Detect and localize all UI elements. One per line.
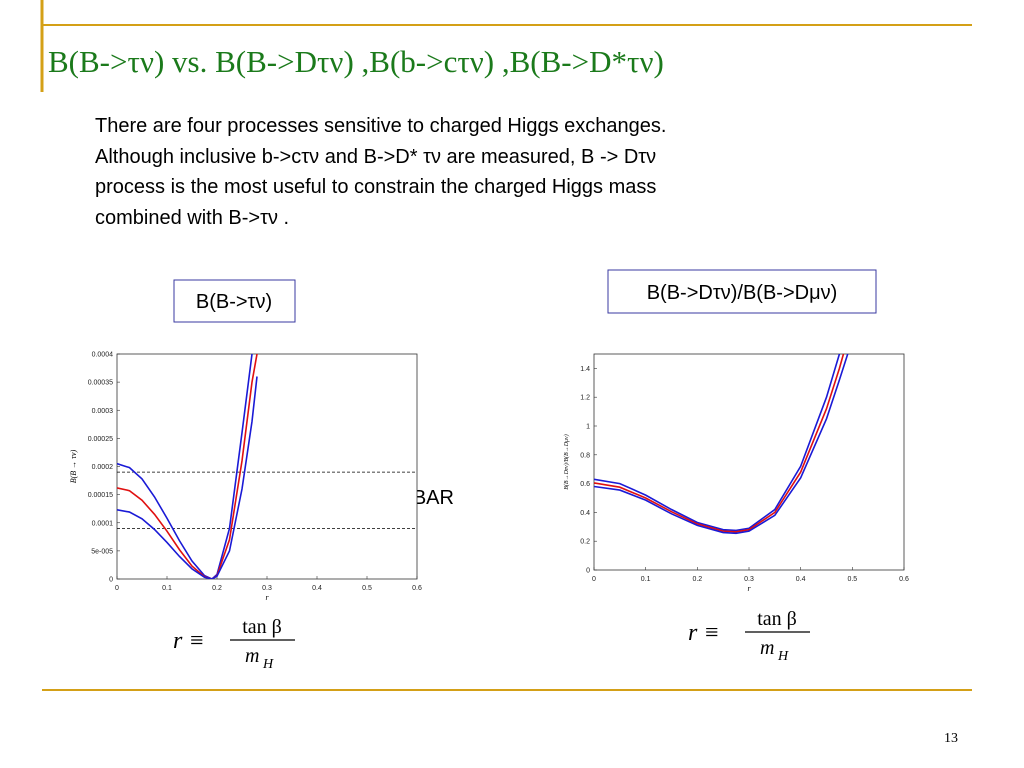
y-tick-label: 1.4 xyxy=(580,366,590,373)
y-tick-label: 0 xyxy=(586,568,590,575)
x-axis-label: r xyxy=(265,593,269,602)
y-tick-label: 0.6 xyxy=(580,481,590,488)
slide-title: B(B->τν) vs. B(B->Dτν) ,B(b->cτν) ,B(B->… xyxy=(48,44,664,79)
y-tick-label: 0.0001 xyxy=(92,520,114,527)
x-tick-label: 0 xyxy=(592,576,596,583)
curve xyxy=(117,376,258,579)
x-tick-label: 0.5 xyxy=(847,576,857,583)
y-tick-label: 0.00015 xyxy=(88,492,113,499)
formula-numerator: tan β xyxy=(242,616,282,638)
y-tick-label: 1 xyxy=(586,424,590,431)
y-tick-label: 0.8 xyxy=(580,452,590,459)
body-line: Although inclusive b->cτν and B->D* τν a… xyxy=(95,146,656,168)
label-box xyxy=(607,269,877,314)
y-tick-label: 0.4 xyxy=(580,510,590,517)
plot-area xyxy=(116,353,418,580)
y-tick-label: 0.0002 xyxy=(92,464,114,471)
curve xyxy=(117,354,258,579)
x-tick-label: 0.3 xyxy=(262,585,272,592)
plot-lines xyxy=(594,354,849,535)
curve xyxy=(594,354,841,532)
y-tick-label: 0.2 xyxy=(580,539,590,546)
x-tick-label: 0.3 xyxy=(744,576,754,583)
y-tick-label: 5e-005 xyxy=(91,548,113,555)
x-tick-label: 0.1 xyxy=(641,576,651,583)
formula-subscript: H xyxy=(262,657,274,672)
y-tick-label: 0 xyxy=(109,577,113,584)
x-tick-label: 0.4 xyxy=(796,576,806,583)
body-line: There are four processes sensitive to ch… xyxy=(95,115,666,137)
x-tick-label: 0 xyxy=(115,585,119,592)
plot-lines xyxy=(117,354,417,579)
box-label: B(B->Dτν)/B(B->Dμν) xyxy=(647,282,838,304)
formula-denominator: m xyxy=(245,645,259,667)
x-tick-label: 0.4 xyxy=(312,585,322,592)
y-tick-label: 0.0004 xyxy=(92,352,114,359)
y-tick-label: 0.00025 xyxy=(88,436,113,443)
x-tick-label: 0.6 xyxy=(412,585,422,592)
x-tick-label: 0.2 xyxy=(692,576,702,583)
curve xyxy=(117,354,253,579)
page-number: 13 xyxy=(944,731,958,746)
body-text: There are four processes sensitive to ch… xyxy=(95,115,666,229)
body-line: combined with B->τν . xyxy=(95,207,289,229)
y-tick-label: 0.00035 xyxy=(88,380,113,387)
formula-denominator: m xyxy=(760,637,774,659)
formula-lhs: r ≡ xyxy=(688,620,720,646)
y-axis-label: B(B → τν) xyxy=(69,449,78,483)
curve xyxy=(594,354,845,533)
x-tick-label: 0.2 xyxy=(212,585,222,592)
formula-numerator: tan β xyxy=(757,608,797,630)
box-label: B(B->τν) xyxy=(196,291,272,313)
x-tick-label: 0.6 xyxy=(899,576,909,583)
y-axis-label: B(B→Dτν)/B(B→Dμν) xyxy=(563,434,570,489)
plot-area xyxy=(593,353,905,571)
curve xyxy=(594,354,849,535)
label-box xyxy=(173,279,296,323)
x-tick-label: 0.1 xyxy=(162,585,172,592)
x-tick-label: 0.5 xyxy=(362,585,372,592)
y-tick-label: 0.0003 xyxy=(92,408,114,415)
body-line: process is the most useful to constrain … xyxy=(95,176,656,198)
y-tick-label: 1.2 xyxy=(580,395,590,402)
x-axis-label: r xyxy=(747,584,751,593)
formula-subscript: H xyxy=(777,649,789,664)
formula-lhs: r ≡ xyxy=(173,628,205,654)
